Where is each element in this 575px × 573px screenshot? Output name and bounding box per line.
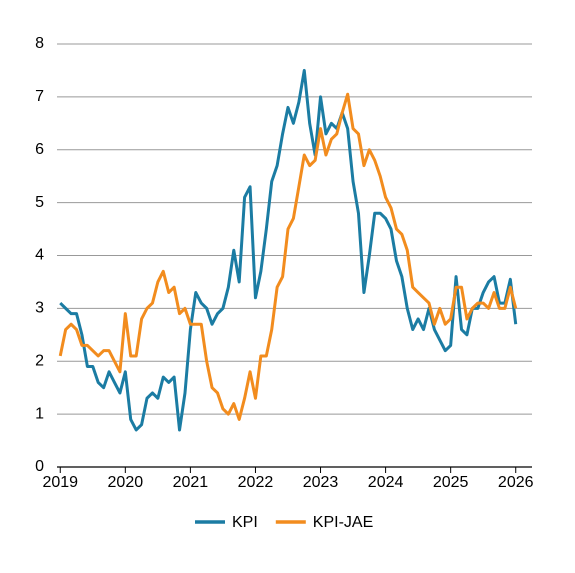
y-tick-label: 4 [35,247,44,264]
legend-label: KPI-JAE [313,514,373,531]
legend-label: KPI [232,514,258,531]
y-tick-label: 1 [35,405,44,422]
y-tick-label: 2 [35,352,44,369]
x-tick-label: 2019 [42,474,78,491]
x-tick-label: 2023 [303,474,339,491]
y-tick-label: 6 [35,141,44,158]
line-series [59,68,518,432]
y-tick-label: 0 [35,458,44,475]
x-tick-label: 2026 [498,474,534,491]
y-tick-label: 5 [35,194,44,211]
line-series [58,92,518,421]
y-tick-label: 7 [35,88,44,105]
x-tick-label: 2021 [173,474,209,491]
x-tick-label: 2024 [368,474,404,491]
y-tick-label: 8 [35,35,44,52]
x-tick-label: 2025 [433,474,469,491]
x-tick-label: 2022 [238,474,274,491]
x-tick-label: 2020 [108,474,144,491]
y-tick-label: 3 [35,300,44,317]
